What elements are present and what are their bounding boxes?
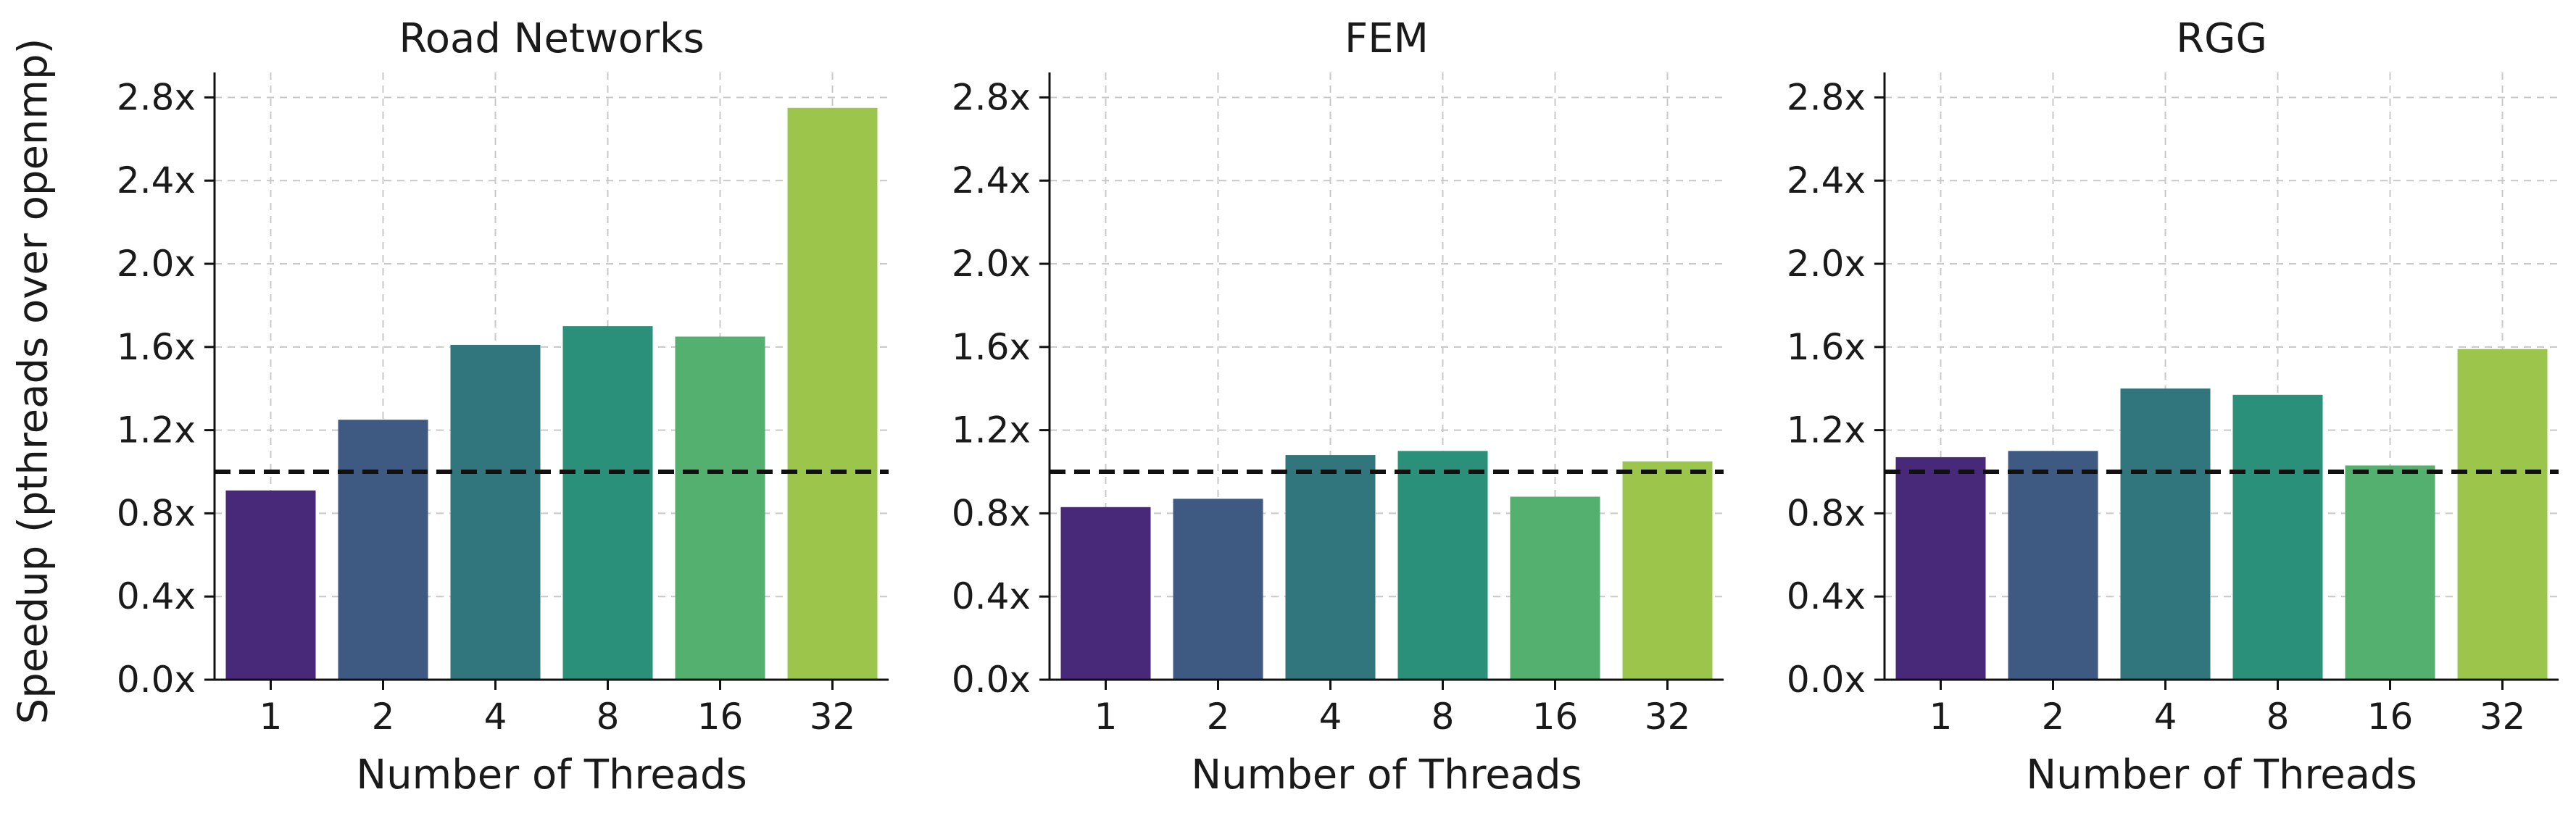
bar xyxy=(2345,465,2435,680)
y-tick-label: 1.2x xyxy=(117,409,196,451)
bar xyxy=(1622,461,1713,680)
panel-title: FEM xyxy=(1345,15,1429,62)
panel-3: 0.0x 0.4x 0.8x 1.2x 1.6x 2.0x 2.4x 2.8x 1 2 4 8 16 32… xyxy=(1787,15,2559,799)
y-tick-label: 2.8x xyxy=(952,76,1031,118)
bar xyxy=(338,420,428,680)
panel-2: 0.0x 0.4x 0.8x 1.2x 1.6x 2.0x 2.4x 2.8x 1 2 4 8 16 32… xyxy=(952,15,1724,799)
y-tick-label: 1.6x xyxy=(117,326,196,368)
x-tick-label: 16 xyxy=(2367,696,2414,738)
x-tick-label: 1 xyxy=(1094,696,1118,738)
panel-title: Road Networks xyxy=(399,15,704,62)
y-tick-label: 0.8x xyxy=(952,492,1031,534)
x-tick-label: 4 xyxy=(2154,696,2177,738)
bar xyxy=(1510,496,1600,680)
y-tick-label: 0.4x xyxy=(1787,575,1866,617)
x-tick-label: 8 xyxy=(1432,696,1455,738)
x-tick-label: 1 xyxy=(259,696,283,738)
bar xyxy=(2232,394,2323,680)
x-tick-label: 2 xyxy=(2042,696,2065,738)
x-tick-label: 2 xyxy=(1207,696,1230,738)
y-tick-label: 2.0x xyxy=(1787,243,1866,285)
y-tick-label: 1.2x xyxy=(952,409,1031,451)
x-tick-label: 32 xyxy=(1645,696,1691,738)
y-tick-label: 0.8x xyxy=(117,492,196,534)
x-tick-label: 16 xyxy=(1532,696,1579,738)
y-tick-label: 1.2x xyxy=(1787,409,1866,451)
x-tick-label: 32 xyxy=(810,696,856,738)
x-tick-label: 8 xyxy=(2267,696,2290,738)
y-tick-label: 0.0x xyxy=(117,659,196,701)
bar xyxy=(1397,451,1488,680)
bar xyxy=(2457,349,2548,680)
bar xyxy=(787,107,878,680)
y-tick-label: 2.8x xyxy=(1787,76,1866,118)
bar xyxy=(1895,457,1986,680)
y-tick-label: 0.0x xyxy=(1787,659,1866,701)
x-tick-label: 1 xyxy=(1929,696,1953,738)
x-tick-label: 4 xyxy=(484,696,507,738)
bar xyxy=(675,336,765,680)
y-tick-label: 2.0x xyxy=(952,243,1031,285)
y-tick-label: 1.6x xyxy=(952,326,1031,368)
y-axis-label: Speedup (pthreads over openmp) xyxy=(9,38,57,725)
y-tick-label: 0.0x xyxy=(952,659,1031,701)
x-axis-label: Number of Threads xyxy=(356,751,747,799)
bar xyxy=(1173,499,1263,680)
x-tick-label: 8 xyxy=(597,696,620,738)
y-tick-label: 0.8x xyxy=(1787,492,1866,534)
panel-title: RGG xyxy=(2176,15,2267,62)
bar xyxy=(450,344,541,680)
y-tick-label: 1.6x xyxy=(1787,326,1866,368)
x-tick-label: 32 xyxy=(2480,696,2526,738)
y-tick-label: 2.4x xyxy=(117,159,196,201)
bar xyxy=(1060,507,1151,680)
x-tick-label: 4 xyxy=(1319,696,1342,738)
y-tick-label: 0.4x xyxy=(117,575,196,617)
y-tick-label: 2.0x xyxy=(117,243,196,285)
bar xyxy=(2008,451,2098,680)
bar xyxy=(2120,388,2211,680)
bar xyxy=(562,326,653,680)
bar xyxy=(225,490,316,680)
bar xyxy=(1285,455,1376,680)
y-tick-label: 0.4x xyxy=(952,575,1031,617)
panel-1: 0.0x 0.4x 0.8x 1.2x 1.6x 2.0x 2.4x 2.8x 1 2 4 8 16 32… xyxy=(117,15,889,799)
x-axis-label: Number of Threads xyxy=(1191,751,1582,799)
y-tick-label: 2.4x xyxy=(952,159,1031,201)
y-tick-label: 2.4x xyxy=(1787,159,1866,201)
x-tick-label: 2 xyxy=(372,696,395,738)
x-axis-label: Number of Threads xyxy=(2026,751,2417,799)
x-tick-label: 16 xyxy=(697,696,744,738)
y-tick-label: 2.8x xyxy=(117,76,196,118)
